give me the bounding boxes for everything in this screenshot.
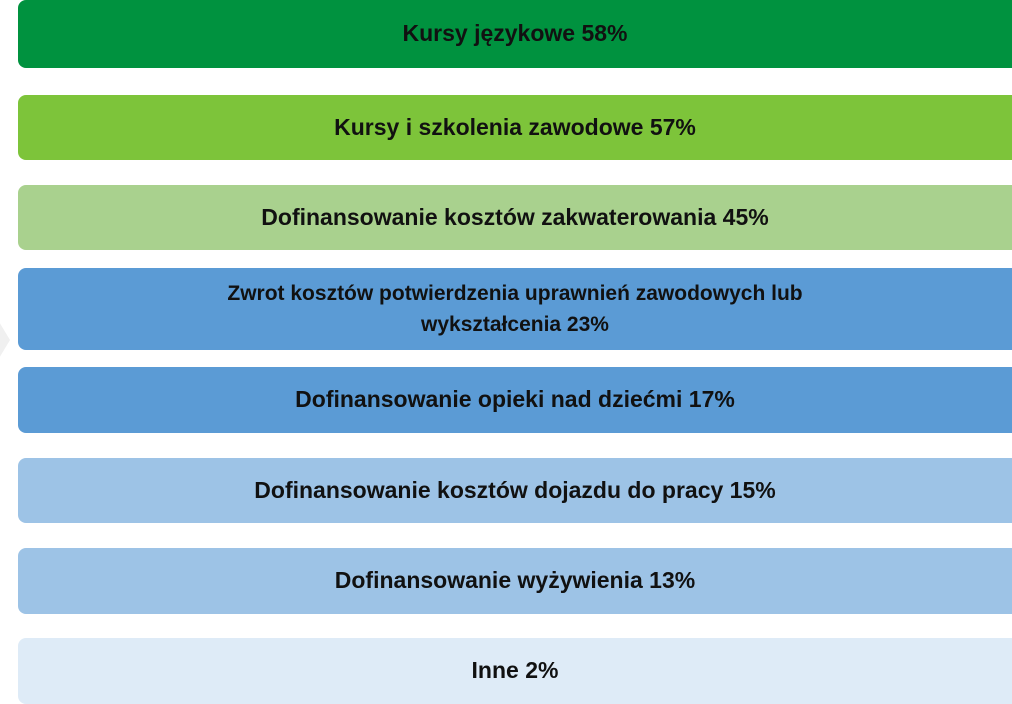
chevron bbox=[0, 290, 10, 390]
item-label: Dofinansowanie opieki nad dziećmi 17% bbox=[295, 386, 735, 413]
item-label: Kursy językowe 58% bbox=[402, 20, 628, 47]
item-label: Dofinansowanie kosztów zakwaterowania 45… bbox=[261, 203, 769, 230]
item-bar: Zwrot kosztów potwierdzenia uprawnień za… bbox=[18, 268, 1012, 350]
item-bar: Kursy i szkolenia zawodowe 57% bbox=[18, 95, 1012, 160]
item-bar: Dofinansowanie kosztów zakwaterowania 45… bbox=[18, 185, 1012, 250]
item-bar: Dofinansowanie opieki nad dziećmi 17% bbox=[18, 367, 1012, 433]
item-label: Inne 2% bbox=[471, 657, 559, 684]
item-bar: Dofinansowanie kosztów dojazdu do pracy … bbox=[18, 458, 1012, 523]
item-label: Dofinansowanie kosztów dojazdu do pracy … bbox=[254, 476, 776, 503]
item-bar: Kursy językowe 58% bbox=[18, 0, 1012, 68]
item-bar: Dofinansowanie wyżywienia 13% bbox=[18, 548, 1012, 614]
item-bar: Inne 2% bbox=[18, 638, 1012, 704]
item-label: Dofinansowanie wyżywienia 13% bbox=[334, 567, 696, 594]
item-label: Zwrot kosztów potwierdzenia uprawnień za… bbox=[227, 281, 803, 337]
item-label: Kursy i szkolenia zawodowe 57% bbox=[334, 113, 696, 140]
